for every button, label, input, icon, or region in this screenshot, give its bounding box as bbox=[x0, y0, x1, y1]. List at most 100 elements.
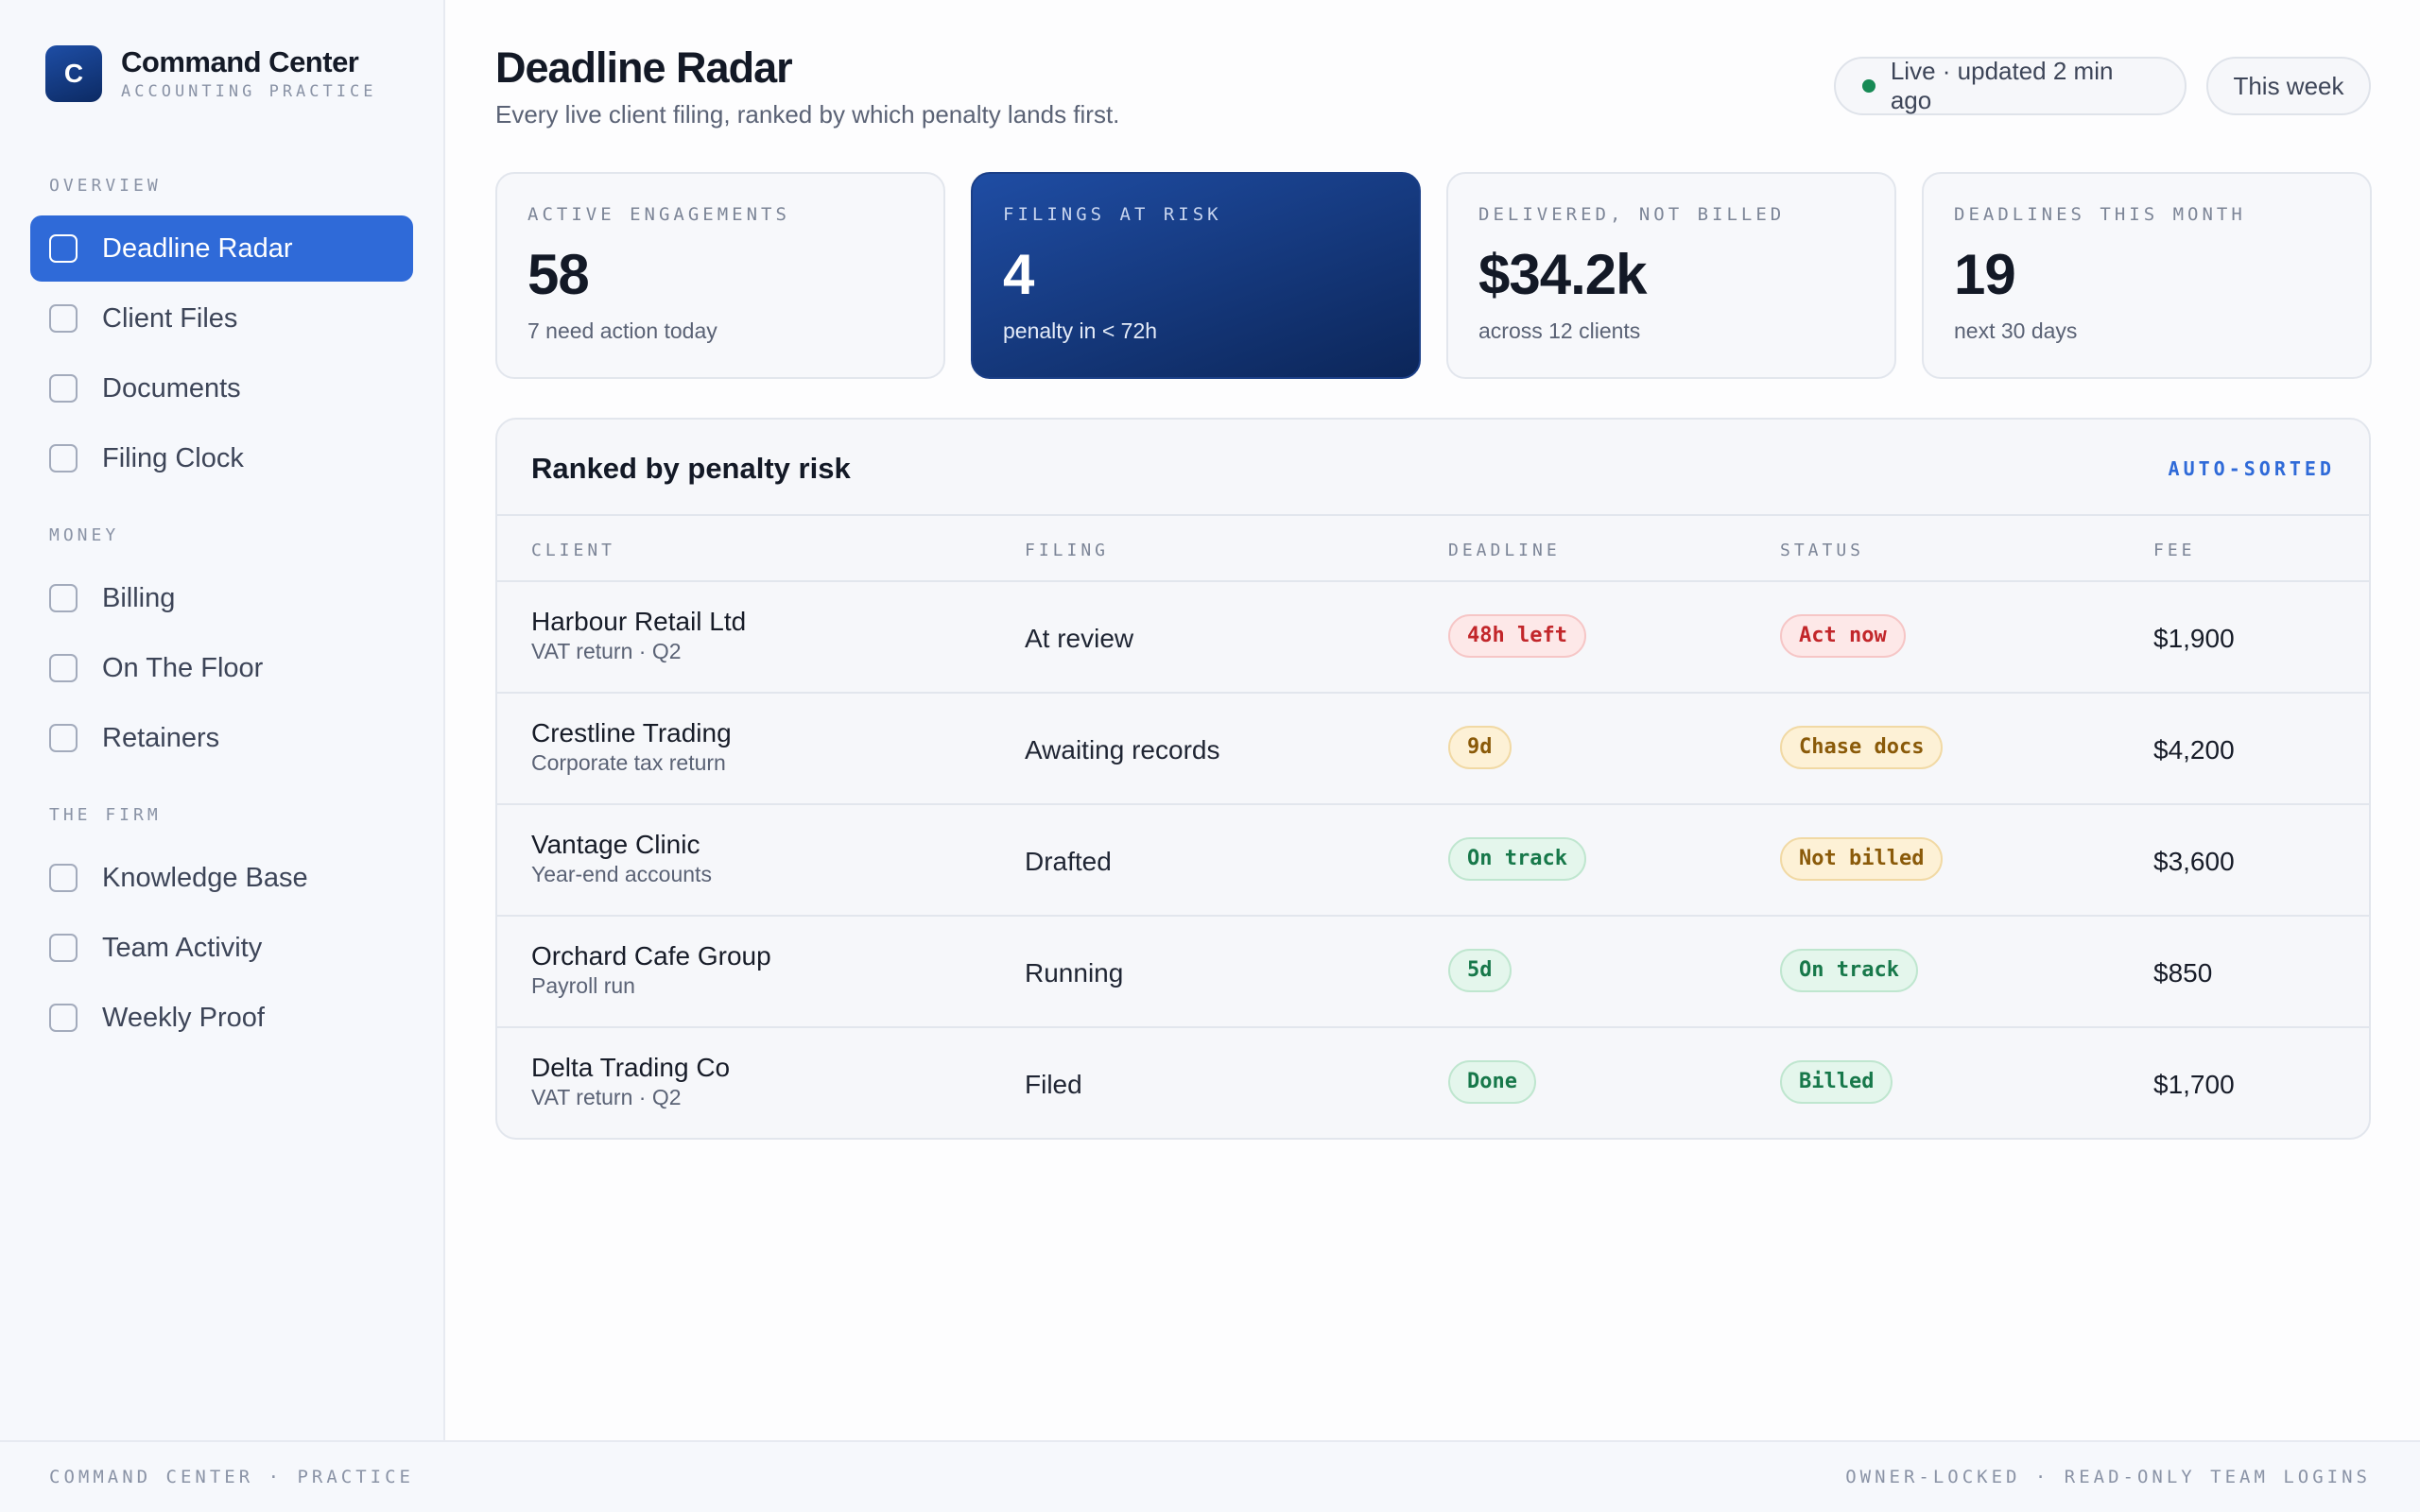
brand: C Command Center ACCOUNTING PRACTICE bbox=[45, 45, 376, 102]
client-name: Orchard Cafe Group bbox=[531, 941, 771, 971]
sidebar-item-label: On The Floor bbox=[102, 652, 264, 683]
deadline-badge: Done bbox=[1448, 1060, 1536, 1104]
client-name: Crestline Trading bbox=[531, 718, 732, 747]
sidebar-item-deadline-radar[interactable]: Deadline Radar bbox=[30, 215, 413, 282]
kpi-value: $34.2k bbox=[1478, 243, 1648, 306]
client-filing-type: VAT return · Q2 bbox=[531, 1085, 682, 1109]
sidebar-item-on-the-floor[interactable]: On The Floor bbox=[30, 635, 413, 701]
nav-section-money: MONEY bbox=[49, 525, 120, 545]
sidebar-item-label: Billing bbox=[102, 582, 176, 613]
filing-stage: At review bbox=[1025, 624, 1134, 653]
table-row[interactable]: Orchard Cafe Group Payroll run Running 5… bbox=[497, 917, 2369, 1028]
nav-checkbox-icon bbox=[49, 304, 78, 333]
deadline-badge: 48h left bbox=[1448, 614, 1586, 658]
column-header-filing[interactable]: FILING bbox=[1025, 541, 1110, 560]
sidebar: C Command Center ACCOUNTING PRACTICE OVE… bbox=[0, 0, 445, 1440]
table-row[interactable]: Crestline Trading Corporate tax return A… bbox=[497, 694, 2369, 805]
column-header-client[interactable]: CLIENT bbox=[531, 541, 616, 560]
nav-checkbox-icon bbox=[49, 584, 78, 612]
live-status-pill[interactable]: Live · updated 2 min ago bbox=[1834, 57, 2187, 115]
kpi-note: next 30 days bbox=[1954, 318, 2078, 343]
page-title: Deadline Radar bbox=[495, 43, 793, 92]
nav-checkbox-icon bbox=[49, 724, 78, 752]
table-row[interactable]: Harbour Retail Ltd VAT return · Q2 At re… bbox=[497, 582, 2369, 694]
client-name: Delta Trading Co bbox=[531, 1053, 731, 1082]
kpi-card-deadlines-this-month[interactable]: DEADLINES THIS MONTH 19 next 30 days bbox=[1922, 172, 2372, 379]
kpi-card-filings-at-risk[interactable]: FILINGS AT RISK 4 penalty in < 72h bbox=[971, 172, 1421, 379]
filing-stage: Awaiting records bbox=[1025, 735, 1220, 765]
table-row[interactable]: Vantage Clinic Year-end accounts Drafted… bbox=[497, 805, 2369, 917]
kpi-note: penalty in < 72h bbox=[1003, 318, 1158, 343]
sidebar-item-team-activity[interactable]: Team Activity bbox=[30, 915, 413, 981]
nav-checkbox-icon bbox=[49, 864, 78, 892]
footer-brand: COMMAND CENTER · PRACTICE bbox=[49, 1467, 414, 1487]
brand-logo: C bbox=[45, 45, 102, 102]
period-selector[interactable]: This week bbox=[2206, 57, 2371, 115]
kpi-value: 4 bbox=[1003, 243, 1034, 306]
column-header-status[interactable]: STATUS bbox=[1780, 541, 1865, 560]
kpi-label: DEADLINES THIS MONTH bbox=[1954, 204, 2246, 225]
kpi-card-delivered-not-billed[interactable]: DELIVERED, NOT BILLED $34.2k across 12 c… bbox=[1446, 172, 1896, 379]
client-name: Harbour Retail Ltd bbox=[531, 607, 747, 636]
page-subtitle: Every live client filing, ranked by whic… bbox=[495, 100, 1120, 129]
nav-checkbox-icon bbox=[49, 934, 78, 962]
status-badge: On track bbox=[1780, 949, 1918, 992]
sidebar-item-label: Retainers bbox=[102, 722, 220, 753]
client-filing-type: Corporate tax return bbox=[531, 750, 726, 775]
sidebar-item-retainers[interactable]: Retainers bbox=[30, 705, 413, 771]
filing-stage: Filed bbox=[1025, 1070, 1082, 1099]
live-status-label: Live · updated 2 min ago bbox=[1890, 57, 2114, 114]
table-header: CLIENT FILING DEADLINE STATUS FEE bbox=[497, 514, 2369, 582]
kpi-value: 19 bbox=[1954, 243, 2016, 306]
deadline-badge: 9d bbox=[1448, 726, 1512, 769]
column-header-fee[interactable]: FEE bbox=[2153, 541, 2196, 560]
footer: COMMAND CENTER · PRACTICE OWNER-LOCKED ·… bbox=[0, 1440, 2420, 1512]
sidebar-item-label: Team Activity bbox=[102, 932, 263, 963]
nav-checkbox-icon bbox=[49, 374, 78, 403]
sidebar-item-weekly-proof[interactable]: Weekly Proof bbox=[30, 985, 413, 1051]
client-filing-type: VAT return · Q2 bbox=[531, 639, 682, 663]
filing-stage: Running bbox=[1025, 958, 1124, 988]
footer-access-note: OWNER-LOCKED · READ-ONLY TEAM LOGINS bbox=[1845, 1467, 2371, 1487]
nav-section-overview: OVERVIEW bbox=[49, 176, 162, 196]
sidebar-item-label: Deadline Radar bbox=[102, 232, 293, 264]
status-badge: Chase docs bbox=[1780, 726, 1944, 769]
kpi-value: 58 bbox=[527, 243, 590, 306]
kpi-label: DELIVERED, NOT BILLED bbox=[1478, 204, 1786, 225]
live-dot-icon bbox=[1862, 79, 1876, 93]
kpi-label: ACTIVE ENGAGEMENTS bbox=[527, 204, 790, 225]
sidebar-item-label: Documents bbox=[102, 372, 241, 404]
kpi-card-active-engagements[interactable]: ACTIVE ENGAGEMENTS 58 7 need action toda… bbox=[495, 172, 945, 379]
auto-sorted-tag: AUTO-SORTED bbox=[2168, 457, 2335, 480]
fee-value: $3,600 bbox=[2153, 847, 2235, 876]
sidebar-item-documents[interactable]: Documents bbox=[30, 355, 413, 421]
nav-section-the-firm: THE FIRM bbox=[49, 805, 162, 825]
fee-value: $850 bbox=[2153, 958, 2213, 988]
nav-checkbox-icon bbox=[49, 234, 78, 263]
fee-value: $1,700 bbox=[2153, 1070, 2235, 1099]
sidebar-item-filing-clock[interactable]: Filing Clock bbox=[30, 425, 413, 491]
sidebar-item-label: Weekly Proof bbox=[102, 1002, 265, 1033]
client-filing-type: Payroll run bbox=[531, 973, 635, 998]
filing-stage: Drafted bbox=[1025, 847, 1112, 876]
table-row[interactable]: Delta Trading Co VAT return · Q2 Filed D… bbox=[497, 1028, 2369, 1138]
column-header-deadline[interactable]: DEADLINE bbox=[1448, 541, 1561, 560]
penalty-risk-table: Ranked by penalty risk AUTO-SORTED CLIEN… bbox=[495, 418, 2371, 1140]
deadline-badge: On track bbox=[1448, 837, 1586, 881]
brand-subtitle: ACCOUNTING PRACTICE bbox=[121, 82, 377, 101]
client-name: Vantage Clinic bbox=[531, 830, 700, 859]
kpi-label: FILINGS AT RISK bbox=[1003, 204, 1222, 225]
brand-title: Command Center bbox=[121, 45, 359, 78]
nav-checkbox-icon bbox=[49, 654, 78, 682]
sidebar-item-knowledge-base[interactable]: Knowledge Base bbox=[30, 845, 413, 911]
period-label: This week bbox=[2233, 71, 2344, 100]
status-badge: Billed bbox=[1780, 1060, 1893, 1104]
fee-value: $4,200 bbox=[2153, 735, 2235, 765]
sidebar-item-billing[interactable]: Billing bbox=[30, 565, 413, 631]
status-badge: Act now bbox=[1780, 614, 1906, 658]
kpi-note: 7 need action today bbox=[527, 318, 717, 343]
sidebar-item-label: Knowledge Base bbox=[102, 862, 308, 893]
nav-checkbox-icon bbox=[49, 1004, 78, 1032]
fee-value: $1,900 bbox=[2153, 624, 2235, 653]
sidebar-item-client-files[interactable]: Client Files bbox=[30, 285, 413, 352]
